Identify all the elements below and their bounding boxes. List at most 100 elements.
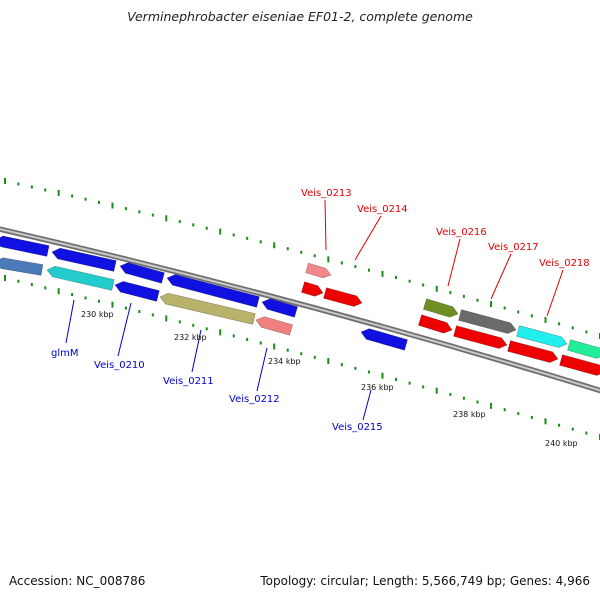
- outer-tick-dot: [381, 270, 384, 277]
- outer-tick-dot: [219, 228, 222, 235]
- gene-label-veis-0211: Veis_0211: [163, 376, 214, 387]
- inner-tick-dot: [219, 329, 222, 336]
- gene-arrow: [301, 281, 324, 297]
- inner-tick-dot: [4, 275, 6, 281]
- inner-tick-dot: [300, 352, 303, 356]
- leader-line: [354, 215, 382, 261]
- gene-label-veis-0210: Veis_0210: [94, 360, 145, 371]
- gene-arrow: [255, 316, 293, 336]
- gene-arrow: [114, 281, 160, 302]
- leader-line: [65, 299, 75, 344]
- tick-dots: [4, 178, 600, 440]
- inner-tick-dot: [192, 323, 195, 327]
- outer-tick-dot: [4, 178, 6, 184]
- kbp-tick-label: 232 kbp: [174, 333, 207, 342]
- inner-tick-dot: [57, 288, 60, 295]
- outer-tick-dot: [571, 326, 574, 330]
- outer-tick-dot: [111, 202, 114, 209]
- outer-tick-dot: [84, 197, 87, 201]
- outer-tick-dot: [57, 190, 60, 197]
- gene-arrow: [423, 298, 459, 318]
- outer-tick-dot: [192, 223, 195, 227]
- inner-tick-dot: [111, 301, 114, 308]
- inner-tick-dot: [178, 320, 181, 324]
- outer-tick-dot: [422, 283, 425, 287]
- outer-tick-dot: [462, 294, 465, 298]
- inner-tick-dot: [490, 402, 493, 409]
- outer-tick-dot: [273, 242, 276, 249]
- outer-tick-dot: [408, 279, 411, 283]
- gene-label-glmM: glmM: [51, 348, 79, 359]
- gene-arrow: [305, 262, 332, 279]
- outer-tick-dot: [476, 298, 479, 302]
- gene-arrow: [567, 339, 600, 359]
- gene-arrow: [360, 328, 408, 351]
- inner-tick-dot: [286, 348, 289, 352]
- outer-tick-dot: [490, 301, 493, 308]
- inner-tick-dot: [558, 423, 561, 427]
- outer-tick-dot: [17, 182, 20, 186]
- inner-tick-dot: [571, 427, 574, 431]
- inner-tick-dot: [503, 408, 506, 412]
- outer-tick-dot: [503, 306, 506, 310]
- outer-tick-dot: [138, 210, 141, 214]
- leader-line: [117, 302, 132, 357]
- gene-label-veis-0218: Veis_0218: [539, 258, 590, 269]
- gene-arrow: [0, 235, 50, 257]
- gene-label-veis-0217: Veis_0217: [488, 242, 539, 253]
- kbp-tick-label: 238 kbp: [453, 410, 486, 419]
- outer-tick-dot: [435, 285, 438, 292]
- outer-tick-dot: [286, 247, 289, 251]
- inner-tick-dot: [422, 385, 425, 389]
- inner-tick-dot: [340, 363, 343, 367]
- kbp-tick-label: 240 kbp: [545, 439, 578, 448]
- inner-tick-dot: [205, 327, 208, 331]
- gene-arrow: [559, 354, 600, 376]
- gene-arrow: [323, 287, 363, 307]
- inner-tick-dot: [138, 310, 141, 314]
- leader-line: [490, 253, 512, 300]
- outer-tick-dot: [340, 261, 343, 265]
- leader-line: [191, 329, 202, 373]
- inner-tick-dot: [165, 315, 168, 322]
- genome-backbone: [0, 226, 600, 394]
- outer-tick-dot: [97, 200, 100, 204]
- outer-tick-dot: [232, 233, 235, 237]
- inner-tick-dot: [517, 412, 520, 416]
- gene-features: [0, 235, 600, 376]
- gene-arrow: [46, 265, 115, 291]
- leader-line: [256, 347, 268, 392]
- gene-label-veis-0214: Veis_0214: [357, 204, 408, 215]
- inner-tick-dot: [327, 358, 330, 365]
- inner-tick-dot: [530, 415, 533, 419]
- inner-tick-dot: [17, 279, 20, 283]
- outer-tick-dot: [259, 240, 262, 244]
- outer-tick-dot: [517, 310, 520, 314]
- outer-tick-dot: [327, 256, 330, 263]
- inner-tick-dot: [97, 299, 100, 303]
- leader-line: [362, 389, 372, 421]
- gene-label-veis-0215: Veis_0215: [332, 422, 383, 433]
- leader-line: [447, 238, 461, 287]
- inner-tick-dot: [367, 370, 370, 374]
- inner-tick-dot: [84, 296, 87, 300]
- gene-arrow: [166, 274, 260, 308]
- inner-tick-dot: [449, 392, 452, 396]
- outer-tick-dot: [395, 276, 398, 280]
- inner-tick-dot: [44, 286, 47, 290]
- outer-tick-dot: [165, 215, 168, 222]
- inner-tick-dot: [232, 334, 235, 338]
- gene-arrow: [507, 340, 559, 363]
- inner-tick-dot: [124, 306, 127, 310]
- inner-tick-dot: [151, 313, 154, 317]
- inner-tick-dot: [354, 366, 357, 370]
- inner-tick-dot: [30, 283, 33, 287]
- gene-arrow: [417, 314, 453, 334]
- label-leaders: [65, 199, 564, 421]
- inner-tick-dot: [544, 418, 547, 425]
- gene-label-veis-0216: Veis_0216: [436, 227, 487, 238]
- gene-arrow: [516, 325, 568, 348]
- outer-tick-dot: [313, 254, 316, 258]
- outer-tick-dot: [300, 250, 303, 254]
